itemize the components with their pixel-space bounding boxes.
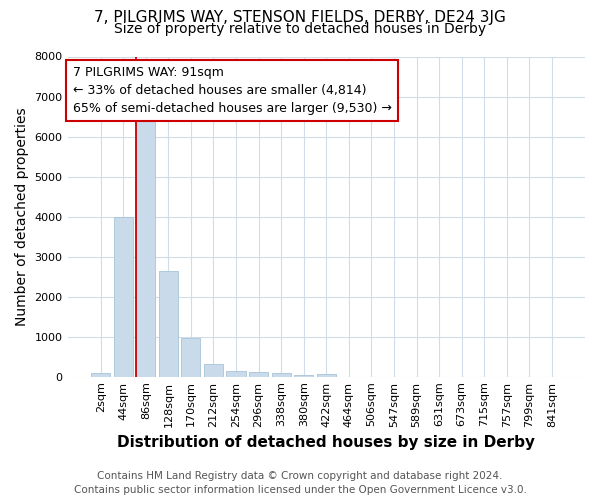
Bar <box>294 374 313 376</box>
Bar <box>91 372 110 376</box>
Bar <box>204 364 223 376</box>
Text: 7 PILGRIMS WAY: 91sqm
← 33% of detached houses are smaller (4,814)
65% of semi-d: 7 PILGRIMS WAY: 91sqm ← 33% of detached … <box>73 66 392 115</box>
Bar <box>272 374 291 376</box>
Bar <box>226 371 245 376</box>
Y-axis label: Number of detached properties: Number of detached properties <box>15 108 29 326</box>
Bar <box>249 372 268 376</box>
Bar <box>159 270 178 376</box>
Bar <box>181 338 200 376</box>
Text: Size of property relative to detached houses in Derby: Size of property relative to detached ho… <box>114 22 486 36</box>
Text: Contains HM Land Registry data © Crown copyright and database right 2024.
Contai: Contains HM Land Registry data © Crown c… <box>74 471 526 495</box>
Bar <box>136 112 155 376</box>
Bar <box>113 216 133 376</box>
Text: 7, PILGRIMS WAY, STENSON FIELDS, DERBY, DE24 3JG: 7, PILGRIMS WAY, STENSON FIELDS, DERBY, … <box>94 10 506 25</box>
Bar <box>317 374 336 376</box>
X-axis label: Distribution of detached houses by size in Derby: Distribution of detached houses by size … <box>117 435 535 450</box>
